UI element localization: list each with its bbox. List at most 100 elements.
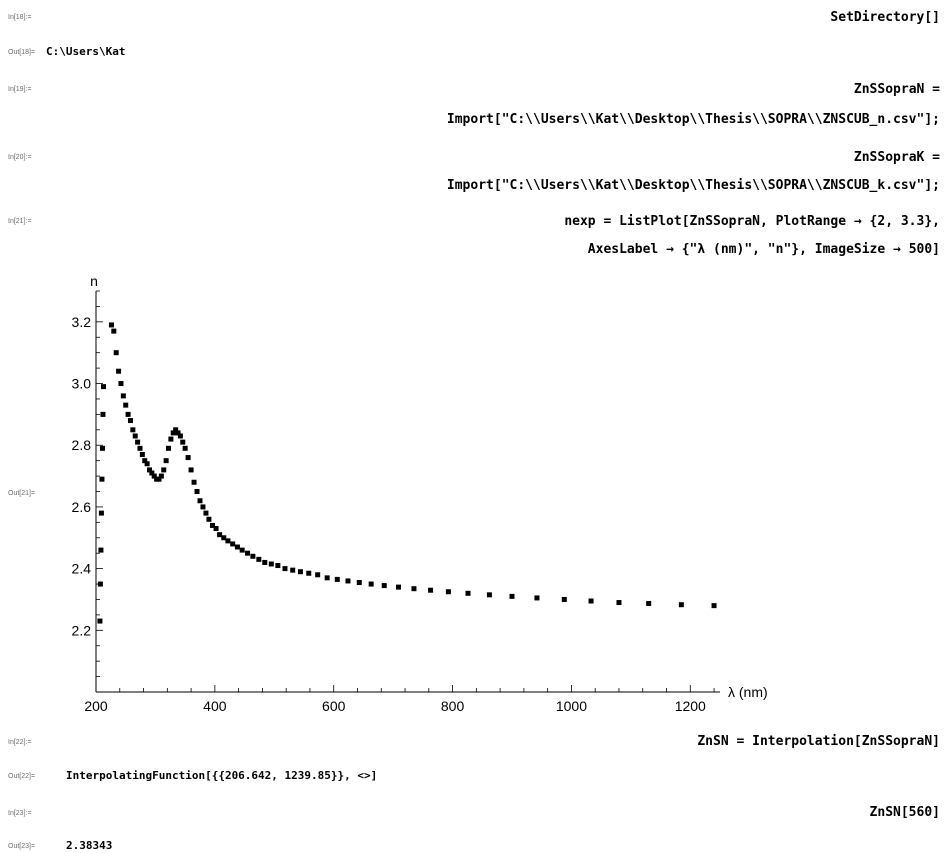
output-label-22: Out[22]= [8,773,36,780]
input-code-18[interactable]: SetDirectory[] [830,10,940,25]
data-point [173,427,179,433]
data-point [486,592,492,598]
data-point [98,547,104,553]
input-code-22[interactable]: ZnSN = Interpolation[ZnSSopraN] [697,734,940,749]
data-point [230,541,236,547]
data-point [151,473,157,479]
input-label-23: In[23]:= [8,810,32,817]
x-axis-label: λ (nm) [728,684,768,700]
data-point [445,589,451,595]
x-tick-label: 1000 [556,698,587,714]
data-point [345,578,351,584]
data-point [116,368,122,374]
plot-points [97,322,717,624]
data-point [221,535,227,541]
input-code-20-line2[interactable]: Import["C:\\Users\\Kat\\Desktop\\Thesis\… [446,178,940,193]
data-point [123,402,129,408]
output-label-23: Out[23]= [8,843,36,850]
y-tick-label: 2.2 [72,622,92,638]
data-point [209,522,215,528]
data-point [297,569,303,575]
data-point [125,411,131,417]
y-tick-label: 3.2 [72,314,92,330]
data-point [100,411,106,417]
input-code-20-line1[interactable]: ZnSSopraK = [853,150,940,165]
data-point [588,598,594,604]
y-tick-label: 2.6 [72,499,92,515]
data-point [368,581,374,587]
data-point [180,439,186,445]
data-point [182,445,188,451]
data-point [315,572,321,578]
input-code-21-line1[interactable]: nexp = ListPlot[ZnSSopraN, PlotRange → {… [564,214,940,229]
data-point [381,583,387,589]
data-point [139,451,145,457]
data-point [166,445,172,451]
input-code-21-line2[interactable]: AxesLabel → {"λ (nm)", "n"}, ImageSize →… [587,242,940,257]
data-point [149,470,155,476]
data-point [282,566,288,572]
output-23: 2.38343 [66,839,113,852]
input-label-22: In[22]:= [8,739,32,746]
data-point [213,526,219,532]
data-point [275,563,281,569]
data-point [97,581,103,587]
data-point [509,593,515,599]
data-point [203,510,209,516]
data-point [120,393,126,399]
data-point [250,553,256,559]
data-point [113,350,119,356]
data-point [185,455,191,461]
data-point [156,476,162,482]
data-point [290,567,296,573]
x-tick-label: 400 [203,698,227,714]
data-point [239,547,245,553]
data-point [711,603,717,609]
data-point [411,586,417,592]
data-point [217,532,223,538]
x-tick-label: 600 [322,698,346,714]
data-point [268,561,274,567]
input-code-19-line2[interactable]: Import["C:\\Users\\Kat\\Desktop\\Thesis\… [446,112,940,127]
data-point [356,579,362,585]
y-axis-label: n [90,273,98,289]
y-tick-label: 2.8 [72,437,92,453]
y-tick-label: 3.0 [72,376,92,392]
data-point [175,430,181,436]
data-point [161,467,167,473]
data-point [163,458,169,464]
data-point [188,467,194,473]
data-point [118,381,124,387]
output-label-21: Out[21]= [8,490,36,497]
data-point [158,473,164,479]
data-point [245,550,251,556]
input-code-19-line1[interactable]: ZnSSopraN = [853,82,940,97]
data-point [100,384,106,390]
data-point [170,430,176,436]
data-point [135,439,141,445]
data-point [534,595,540,601]
x-tick-label: 1200 [675,698,706,714]
input-label-20: In[20]:= [8,154,32,161]
input-code-23[interactable]: ZnSN[560] [869,805,940,820]
x-tick-label: 200 [84,698,108,714]
plot-axes [95,291,720,693]
data-point [168,436,174,442]
data-point [97,618,103,624]
input-label-19: In[19]:= [8,86,32,93]
output-18: C:\Users\Kat [46,45,126,58]
data-point [130,427,136,433]
data-point [108,322,114,328]
plot-ticks: 200 400 600 800 1000 1200 2.2 2.4 2.6 2.8 3.0 3.2 [72,290,715,714]
data-point [262,559,268,565]
data-point [256,556,262,562]
data-point [142,458,148,464]
data-point [132,433,138,439]
data-point [306,570,312,576]
data-point [428,587,434,593]
input-label-21: In[21]:= [8,218,32,225]
data-point [191,479,197,485]
data-point [465,590,471,596]
data-point [137,445,143,451]
